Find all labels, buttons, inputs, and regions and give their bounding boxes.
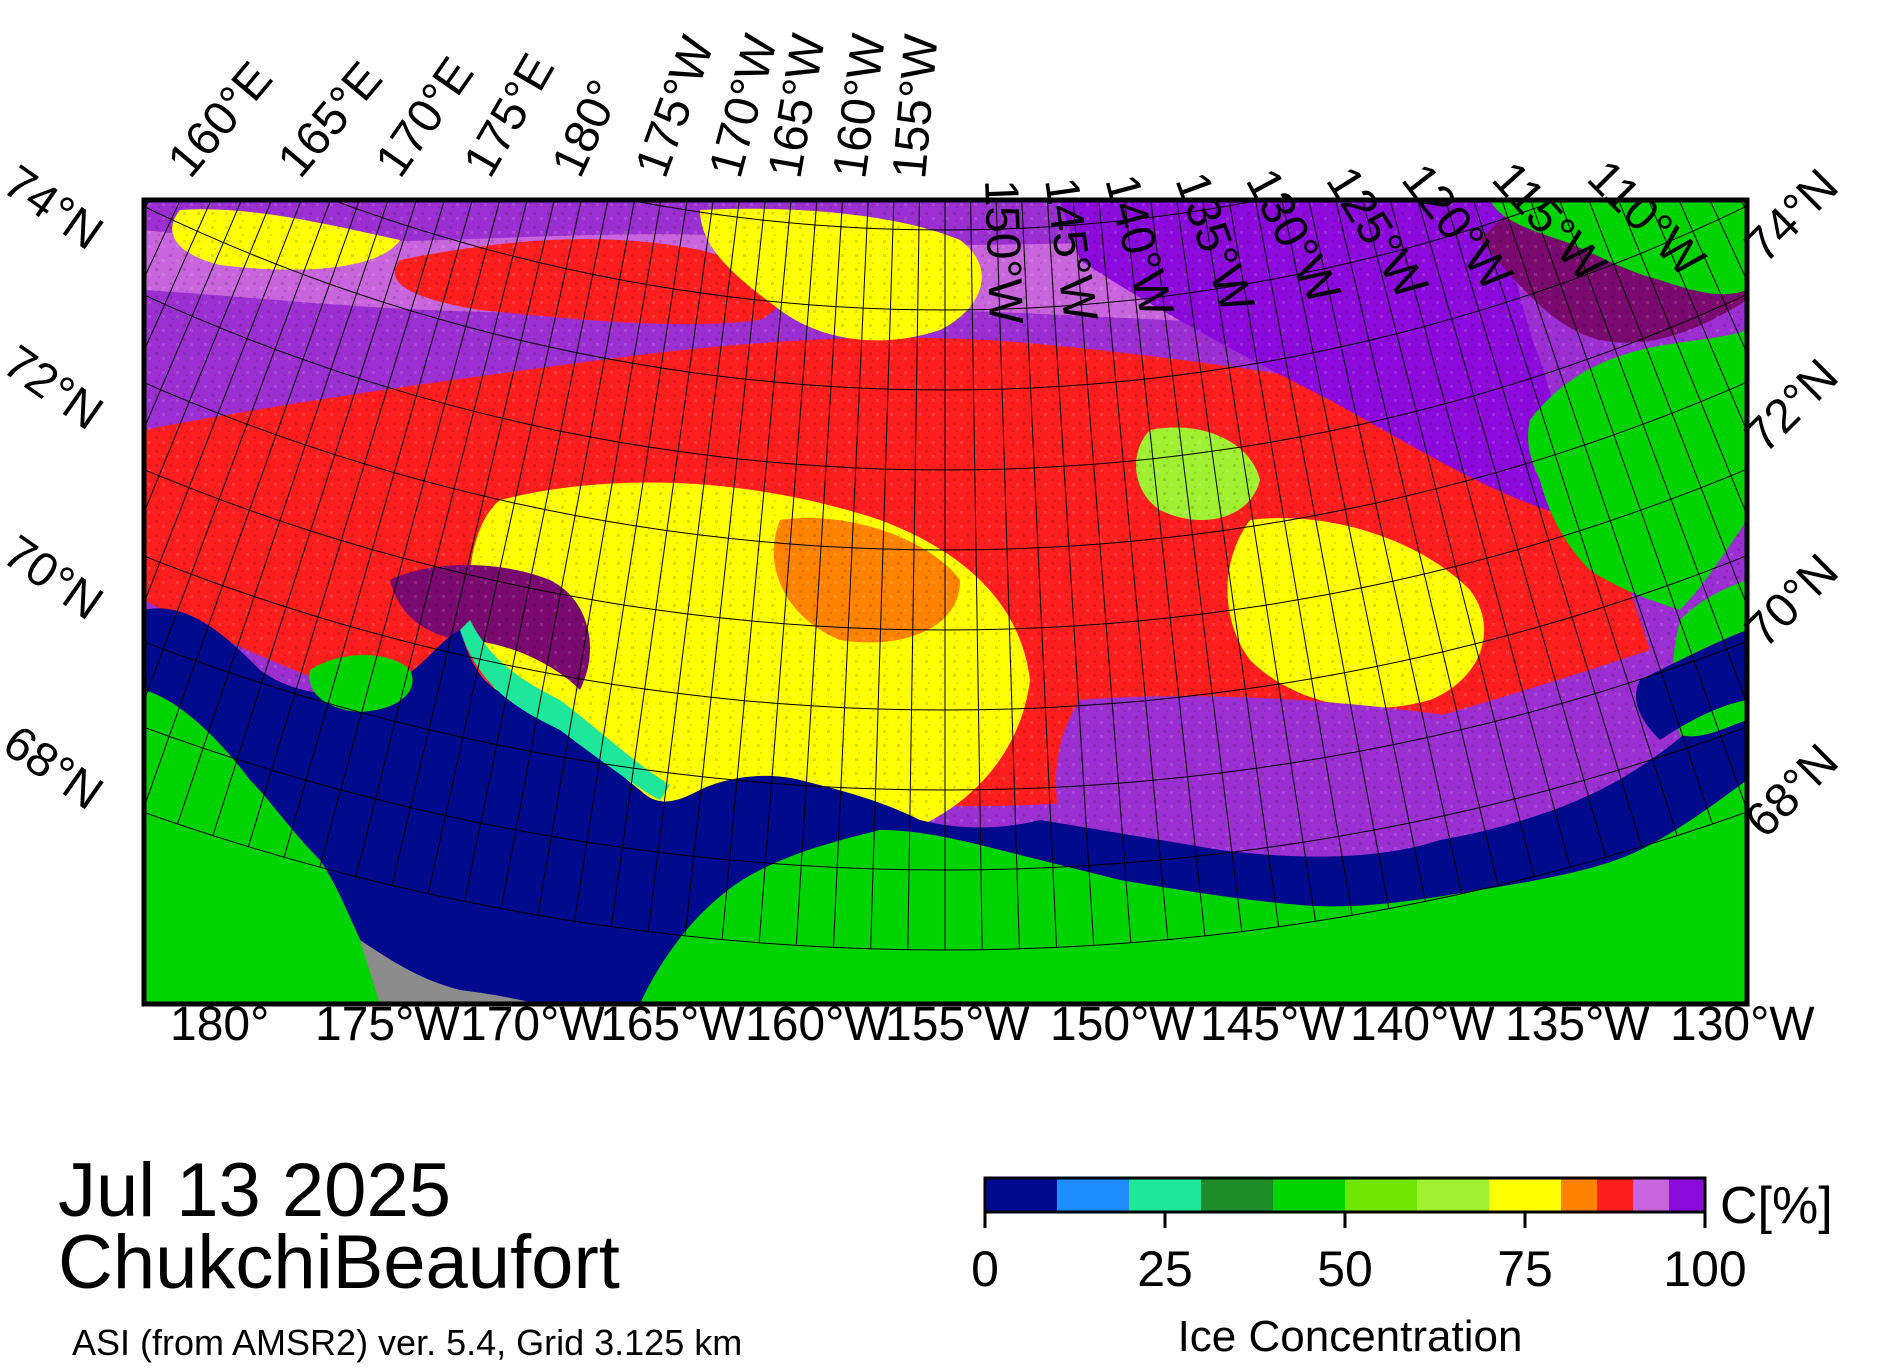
colorbar-swatch [1417,1178,1489,1212]
bottom-longitude-label: 145°W [1200,998,1345,1051]
parallel-line [144,555,1747,711]
parallel-line [144,381,1747,551]
bottom-longitude-label: 140°W [1350,998,1495,1051]
colorbar-tick-label: 75 [1497,1241,1553,1297]
map-panel [0,0,1747,1004]
left-latitude-label: 74°N [0,156,112,261]
water-amundsen-gulf [1636,630,1747,740]
meridian-line [0,0,8,185]
colorbar-swatch [1345,1178,1417,1212]
right-latitude-label: 70°N [1735,544,1848,657]
bottom-longitude-label: 155°W [885,998,1030,1051]
top-longitude-label: 180° [542,72,632,184]
land-chukotka [144,690,380,1004]
left-latitude-label: 68°N [0,716,112,821]
colorbar-unit: C[%] [1720,1177,1833,1235]
right-latitude-label: 72°N [1735,349,1848,462]
product-description: ASI (from AMSR2) ver. 5.4, Grid 3.125 km [72,1322,743,1363]
top-longitude-label: 150°W [974,179,1032,326]
colorbar-swatch [1597,1178,1633,1212]
right-latitude-label: 68°N [1735,734,1848,847]
top-longitude-label: 165°E [268,52,393,187]
no-data-area [360,940,540,1004]
parallel-line [144,811,1747,951]
land-alaska-coast [640,780,1747,1004]
colorbar-tick-label: 0 [971,1241,999,1297]
meridian-line [0,0,64,290]
parallel-line [144,726,1747,871]
meridian-line [0,0,78,316]
right-latitude-label: 74°N [1735,159,1848,272]
region-title: ChukchiBeaufort [58,1220,620,1305]
left-latitude-label: 70°N [0,526,112,631]
bottom-longitude-label: 165°W [600,998,745,1051]
parallel-line [626,200,1264,231]
colorbar-swatch [1201,1178,1273,1212]
bottom-longitude-label: 180° [170,998,269,1051]
bottom-longitude-label: 160°W [745,998,890,1051]
land-wrangel-island [309,655,413,712]
parallel-line [144,640,1747,791]
colorbar-swatch [1129,1178,1201,1212]
bottom-longitude-label: 170°W [460,998,605,1051]
colorbar [983,1176,1707,1228]
colorbar-tick-label: 25 [1137,1241,1193,1297]
top-longitude-label: 155°W [883,32,948,181]
bottom-longitude-label: 175°W [315,998,460,1051]
land-banks-island-north [1490,200,1747,295]
left-latitude-label: 72°N [0,336,112,441]
colorbar-tick-label: 50 [1317,1241,1373,1297]
colorbar-swatch [1057,1178,1129,1212]
top-longitude-label: 160°E [158,52,283,187]
colorbar-swatch [985,1178,1057,1212]
open-water [144,608,1747,1004]
bottom-longitude-label: 150°W [1050,998,1195,1051]
colorbar-swatch [1273,1178,1345,1212]
colorbar-swatch [1669,1178,1705,1212]
colorbar-tick-label: 100 [1663,1241,1747,1297]
colorbar-title: Ice Concentration [1177,1312,1523,1361]
bottom-longitude-label: 135°W [1505,998,1650,1051]
parallel-line [144,293,1747,471]
title-block: Jul 13 2025 ChukchiBeaufort [58,1148,620,1305]
colorbar-swatch [1633,1178,1669,1212]
graticule [0,0,1747,951]
parallel-line [331,200,1559,311]
parallel-line [144,205,1747,391]
map-frame [141,197,1750,1007]
date-title: Jul 13 2025 [58,1148,451,1233]
colorbar-swatch [1561,1178,1597,1212]
ice-edge-fringe [460,620,670,800]
colorbar-swatch [1489,1178,1561,1212]
parallel-line [144,468,1747,631]
bottom-longitude-label: 130°W [1670,998,1815,1051]
